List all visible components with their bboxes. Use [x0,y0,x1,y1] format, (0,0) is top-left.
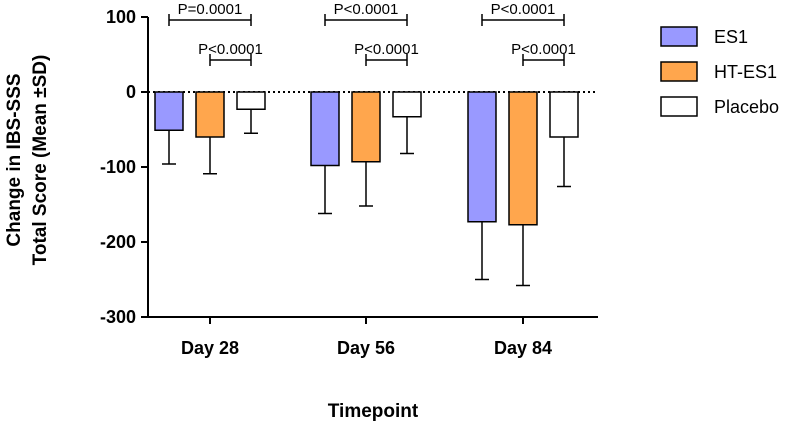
bar-es1-day-84 [467,91,497,223]
bar-es1-day-28 [154,91,184,131]
bar-ht-es1-day-28 [195,91,225,138]
significance-label: P<0.0001 [511,41,576,58]
bar-placebo-day-28 [236,91,266,110]
x-tick-label: Day 84 [494,338,552,358]
bar-ht-es1-day-56 [351,91,381,163]
x-tick-label: Day 56 [337,338,395,358]
y-axis-title-line: Change in IBS-SSS [4,73,25,246]
y-tick-label: 0 [126,82,136,102]
bar-placebo-day-56 [392,91,422,118]
y-tick-label: -300 [100,307,136,327]
significance-label: P<0.0001 [334,1,399,18]
legend-label: ES1 [714,27,748,47]
legend-swatch-es1 [660,26,698,47]
legend-label: Placebo [714,97,779,117]
x-axis-title: Timepoint [328,401,419,422]
y-tick-label: 100 [106,7,136,27]
y-axis-title-line: Total Score (Mean ±SD) [30,55,51,266]
y-tick-label: -100 [100,157,136,177]
significance-label: P<0.0001 [491,1,556,18]
significance-label: P<0.0001 [354,41,419,58]
bar-ht-es1-day-84 [508,91,538,226]
bar-es1-day-56 [310,91,340,167]
legend-label: HT-ES1 [714,62,777,82]
significance-label: P=0.0001 [178,1,243,18]
x-tick-label: Day 28 [181,338,239,358]
legend-swatch-ht-es1 [660,61,698,82]
y-tick-label: -200 [100,232,136,252]
significance-label: P<0.0001 [198,41,263,58]
legend-swatch-placebo [660,96,698,117]
bar-placebo-day-84 [549,91,579,138]
